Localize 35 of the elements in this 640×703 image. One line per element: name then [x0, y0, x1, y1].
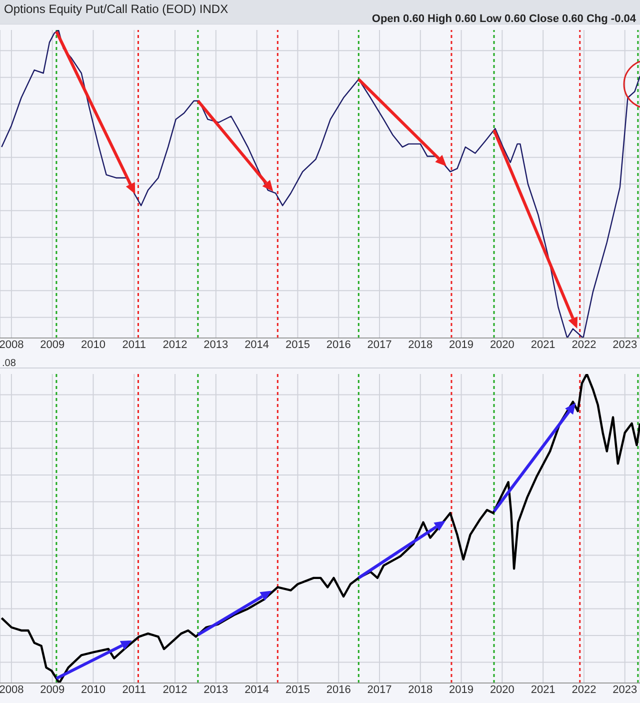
x-tick-label: 2014	[244, 684, 270, 696]
x-tick-label: 2020	[490, 338, 514, 351]
x-tick-label: 2021	[530, 684, 556, 696]
chart-title: Options Equity Put/Call Ratio (EOD) INDX	[4, 2, 228, 16]
x-tick-label: 2011	[122, 684, 146, 696]
x-tick-label: 2016	[326, 684, 351, 696]
x-tick-label: 2019	[449, 338, 474, 351]
x-tick-label: 2011	[122, 338, 146, 351]
x-tick-label: 2015	[285, 338, 310, 351]
x-tick-label: 2022	[572, 684, 596, 696]
x-tick-label: 2009	[40, 338, 65, 351]
x-tick-label: 2018	[408, 338, 433, 351]
x-tick-label: 2012	[162, 684, 188, 696]
x-tick-label: 2023	[612, 684, 638, 696]
text: Open 0.60 High 0.60 Low 0.60 Close 0.60 Chg -0.04	[372, 13, 636, 25]
x-tick-label: 2019	[449, 684, 474, 696]
x-tick-label: 2013	[204, 684, 228, 696]
x-tick-label: 2015	[285, 684, 310, 696]
x-tick-label: 2018	[408, 684, 433, 696]
x-tick-label: 2016	[326, 338, 351, 351]
x-tick-label: 2008	[0, 684, 24, 696]
x-tick-label: 2012	[162, 338, 188, 351]
x-tick-label: 2009	[40, 684, 65, 696]
x-tick-label: 2010	[80, 338, 106, 351]
x-tick-label: 2020	[490, 684, 514, 696]
x-tick-label: 2014	[244, 338, 270, 351]
x-tick-label: 2010	[80, 684, 106, 696]
text: .08	[2, 358, 16, 369]
x-tick-label: 2017	[367, 338, 392, 351]
x-tick-label: 2022	[572, 338, 596, 351]
x-tick-label: 2013	[204, 338, 228, 351]
x-tick-label: 2008	[0, 338, 24, 351]
x-tick-label: 2023	[612, 338, 638, 351]
x-tick-label: 2017	[367, 684, 392, 696]
x-tick-label: 2021	[530, 338, 556, 351]
